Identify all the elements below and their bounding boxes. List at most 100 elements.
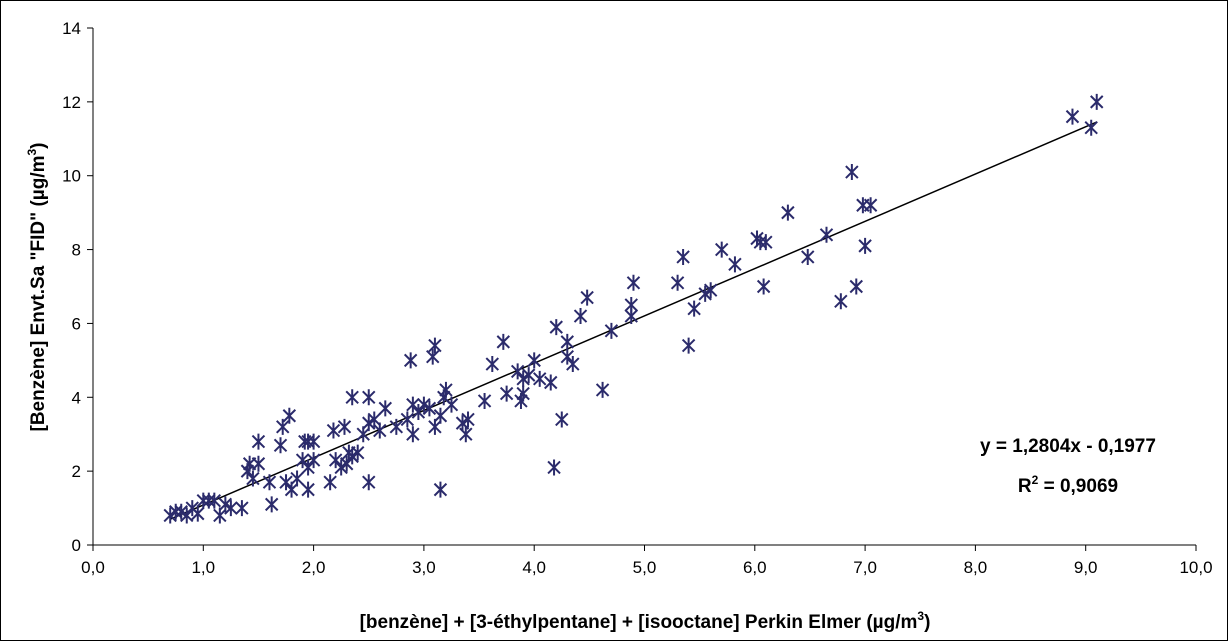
y-tick-label: 0: [72, 536, 81, 555]
point: [670, 274, 685, 291]
point: [499, 385, 514, 402]
point: [849, 278, 863, 295]
point: [362, 474, 376, 491]
y-axis-title-sup: 3: [25, 149, 39, 156]
point: [461, 411, 475, 428]
point: [521, 367, 536, 384]
y-axis-title-text: [Benzène] Envt.Sa "FID" (µg/m: [28, 156, 49, 432]
point: [426, 348, 440, 365]
point: [604, 322, 619, 339]
point: [549, 319, 563, 336]
point: [339, 455, 354, 472]
point: [580, 289, 594, 306]
x-axis-title: [benzène] + [3-éthylpentane] + [isooctan…: [360, 609, 931, 633]
point: [863, 197, 878, 214]
x-tick-label: 0,0: [81, 558, 105, 577]
point: [1084, 119, 1098, 136]
point: [389, 418, 404, 435]
x-tick-label: 9,0: [1074, 558, 1098, 577]
x-tick-label: 10,0: [1179, 558, 1212, 577]
point: [362, 389, 376, 406]
point: [547, 459, 561, 476]
x-tick-label: 3,0: [412, 558, 436, 577]
y-tick-label: 6: [72, 314, 81, 333]
point: [485, 356, 499, 373]
point: [566, 356, 580, 373]
point: [282, 407, 297, 424]
point: [444, 396, 459, 413]
point: [276, 418, 290, 435]
x-axis-title-end: ): [924, 612, 930, 633]
point: [207, 492, 222, 509]
point: [626, 274, 641, 291]
point: [560, 348, 574, 365]
point: [595, 381, 610, 398]
point: [191, 505, 205, 522]
point: [246, 470, 260, 487]
trendline: [169, 121, 1098, 520]
point: [373, 422, 387, 439]
point: [527, 352, 541, 369]
x-tick-label: 4,0: [522, 558, 546, 577]
r-squared-text: R: [1018, 476, 1032, 497]
point: [323, 474, 337, 491]
y-tick-label: 12: [62, 93, 81, 112]
point: [715, 241, 729, 258]
point: [703, 282, 718, 299]
point: [624, 308, 638, 325]
point: [477, 392, 492, 409]
point: [411, 404, 426, 421]
point: [400, 411, 415, 428]
point: [306, 452, 321, 469]
point: [180, 507, 194, 524]
r-squared: R2 = 0,9069: [1018, 473, 1118, 497]
trend-equation: y = 1,2804x - 0,1977: [980, 436, 1156, 457]
point: [433, 407, 448, 424]
point: [1065, 108, 1080, 125]
point: [496, 333, 511, 350]
y-tick-label: 8: [72, 241, 81, 260]
point: [422, 400, 437, 417]
point: [328, 452, 343, 469]
point: [516, 385, 530, 402]
point: [295, 452, 310, 469]
point: [510, 363, 525, 380]
point: [728, 256, 742, 273]
point: [756, 278, 771, 295]
point: [264, 496, 279, 513]
point: [834, 293, 848, 310]
x-tick-label: 5,0: [633, 558, 657, 577]
y-tick-label: 2: [72, 462, 81, 481]
point: [676, 248, 690, 265]
point: [681, 337, 696, 354]
point: [279, 474, 293, 491]
point: [781, 204, 795, 221]
y-axis-title-end: ): [28, 142, 49, 148]
point: [301, 481, 315, 498]
y-tick-label: 10: [62, 167, 81, 186]
point: [819, 226, 834, 243]
y-axis-title: [Benzène] Envt.Sa "FID" (µg/m3): [25, 142, 49, 431]
point: [406, 396, 420, 413]
point: [406, 426, 420, 443]
point: [301, 459, 315, 476]
x-tick-label: 7,0: [853, 558, 877, 577]
point: [251, 455, 266, 472]
point: [224, 500, 238, 517]
point: [273, 437, 288, 454]
x-tick-label: 6,0: [743, 558, 767, 577]
point: [262, 474, 277, 491]
x-tick-label: 2,0: [302, 558, 326, 577]
point: [351, 444, 365, 461]
point: [403, 352, 418, 369]
x-axis-title-text: [benzène] + [3-éthylpentane] + [isooctan…: [360, 612, 918, 633]
point: [555, 411, 569, 428]
r-squared-sup: 2: [1032, 473, 1039, 487]
point: [345, 389, 359, 406]
point: [290, 470, 304, 487]
y-tick-label: 14: [62, 19, 81, 38]
y-tick-label: 4: [72, 388, 81, 407]
point: [306, 433, 321, 450]
point: [759, 234, 773, 251]
